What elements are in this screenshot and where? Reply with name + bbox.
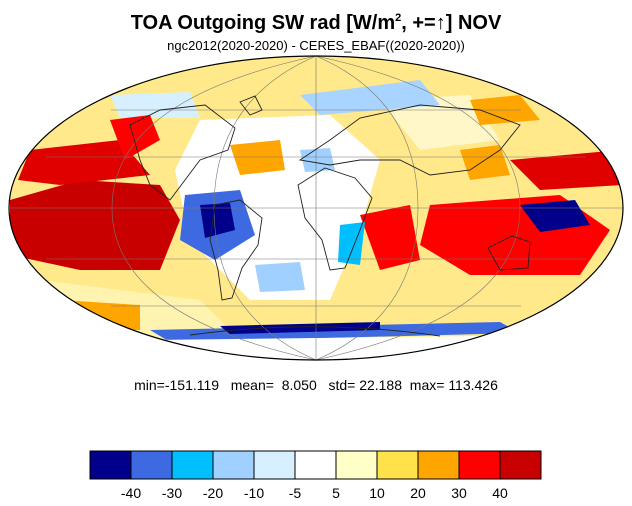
colorbar-swatch [335, 450, 378, 480]
colorbar-swatch [89, 450, 132, 480]
colorbar-label: 5 [332, 485, 340, 501]
colorbar [89, 450, 542, 480]
colorbar-label: 40 [492, 485, 508, 501]
colorbar-label: -20 [202, 485, 224, 501]
graticule [9, 56, 623, 360]
colorbar-swatch [253, 450, 296, 480]
colorbar-swatch [294, 450, 337, 480]
colorbar-swatch [130, 450, 173, 480]
colorbar-label: 10 [369, 485, 385, 501]
colorbar-swatch [171, 450, 214, 480]
colorbar-swatch [417, 450, 460, 480]
colorbar-swatch [458, 450, 501, 480]
colorbar-label: -30 [161, 485, 183, 501]
map-title: TOA Outgoing SW rad [W/m2, +=↑] NOV [130, 12, 502, 34]
colorbar-label: 30 [451, 485, 467, 501]
coastlines [129, 95, 531, 337]
colorbar-label: -40 [120, 485, 142, 501]
stats-line: min=-151.119 mean= 8.050 std= 22.188 max… [134, 377, 498, 393]
colorbar-swatch [499, 450, 542, 480]
colorbar-swatch [376, 450, 419, 480]
colorbar-label: -10 [243, 485, 265, 501]
colorbar-label: 20 [410, 485, 426, 501]
globe-outline [8, 55, 624, 361]
colorbar-label: -5 [288, 485, 302, 501]
colorbar-swatch [212, 450, 255, 480]
map-subtitle: ngc2012(2020-2020) - CERES_EBAF((2020-20… [167, 38, 465, 53]
